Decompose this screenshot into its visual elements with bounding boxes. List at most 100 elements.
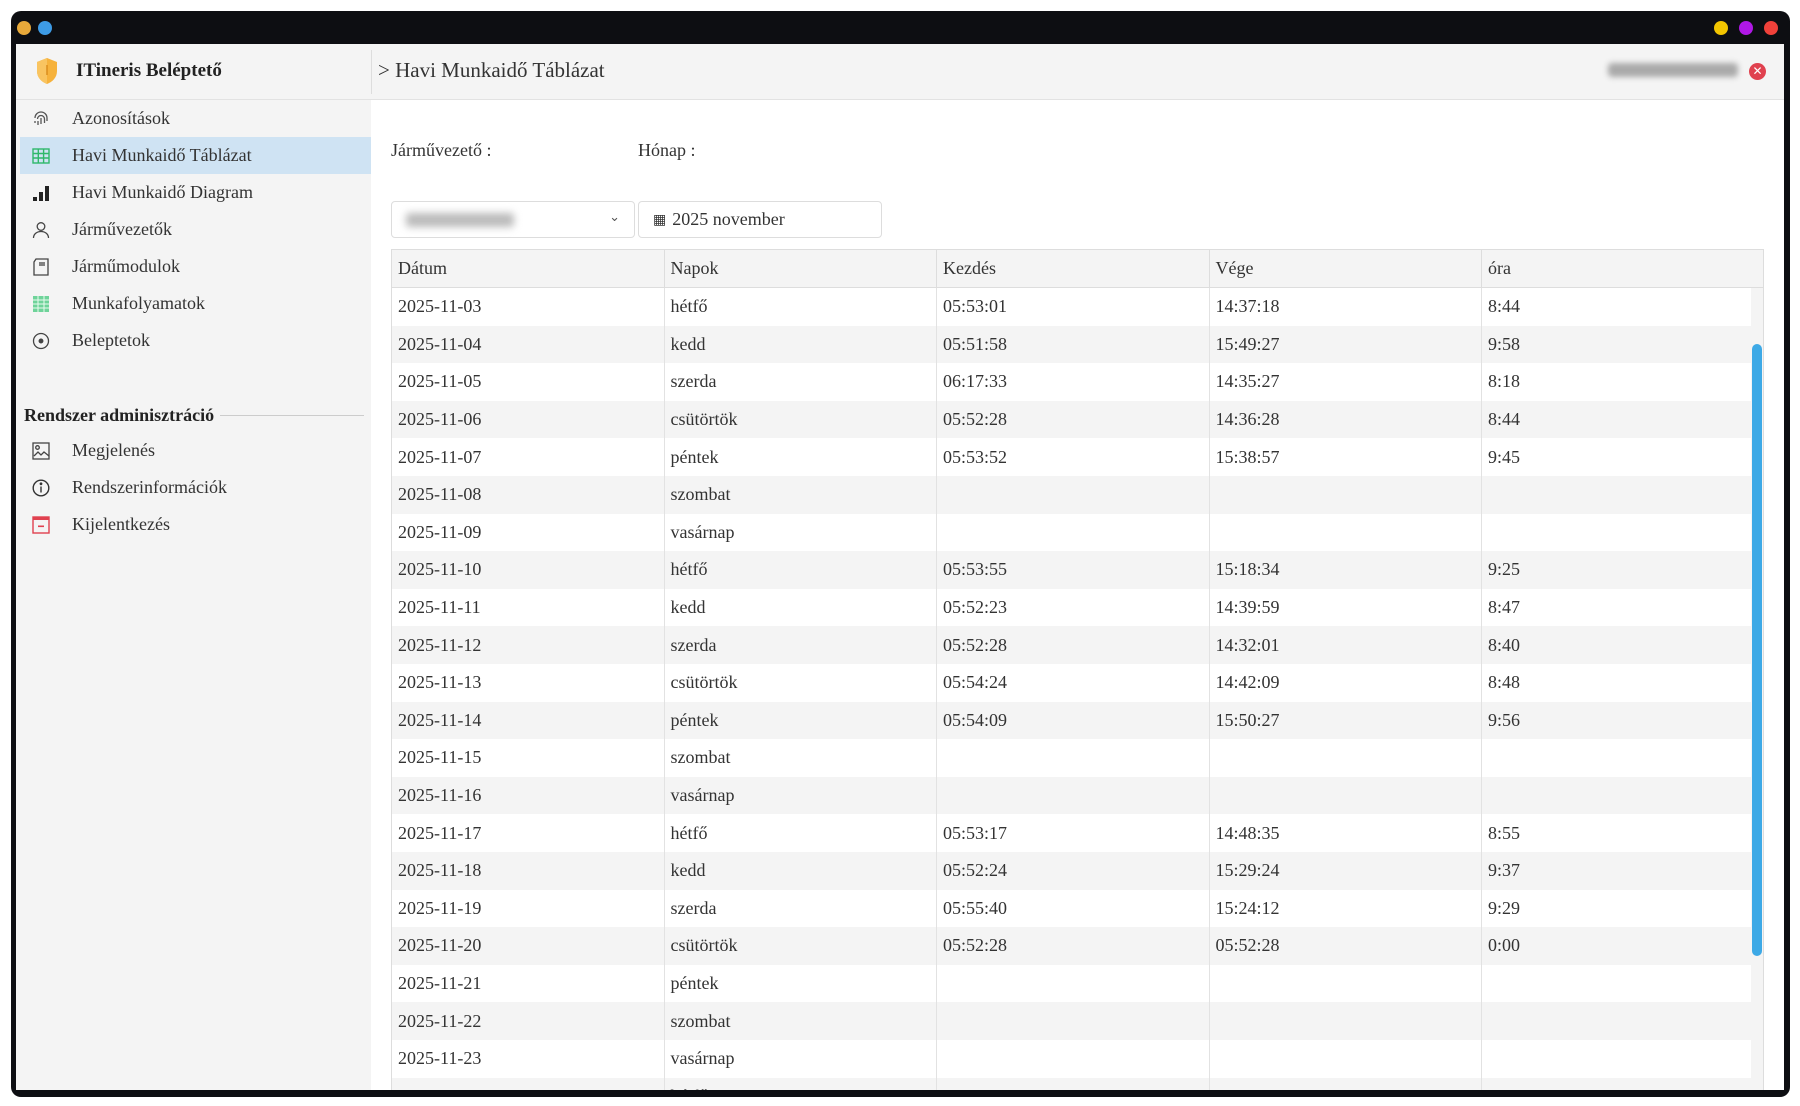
cell-vege: 15:38:57 [1210,438,1482,476]
sidebar-item-label: Megjelenés [72,440,155,460]
column-header-napok[interactable]: Napok [665,250,937,287]
cell-vege: 05:52:28 [1210,927,1482,965]
table-row[interactable]: 2025-11-17 hétfő 05:53:17 14:48:35 8:55 [392,814,1752,852]
cell-napok: vasárnap [665,513,937,552]
cell-ora: 8:47 [1488,597,1521,618]
cell-vege [1210,1002,1482,1040]
sidebar-item-beleptetok[interactable]: Beleptetok [20,322,371,359]
month-value: 2025 november [672,209,785,229]
table-row[interactable]: 2025-11-16 vasárnap [392,776,1752,815]
month-label: Hónap : [638,140,696,160]
cell-datum: 2025-11-08 [392,476,665,514]
scrollbar-thumb[interactable] [1752,344,1762,956]
sidebar-item-azonositasok[interactable]: Azonosítások [20,100,371,137]
cell-kezdes: 05:53:01 [937,288,1210,326]
cell-datum: 2025-11-12 [392,626,665,664]
cell-datum: 2025-11-03 [392,288,665,326]
sidebar-item-rendszerinformaciok[interactable]: Rendszerinformációk [20,469,371,506]
title-bar [11,11,1790,44]
cell-vege: 14:39:59 [1210,588,1482,627]
cell-ora: 9:37 [1488,860,1521,881]
table-row[interactable]: 2025-11-03 hétfő 05:53:01 14:37:18 8:44 [392,288,1752,326]
table-row[interactable]: 2025-11-11 kedd 05:52:23 14:39:59 8:47 [392,588,1752,627]
cell-datum: 2025-11-11 [392,588,665,627]
fingerprint-icon [30,110,52,128]
sidebar-item-label: Rendszerinformációk [72,477,227,497]
table-row[interactable]: 2025-11-13 csütörtök 05:54:24 14:42:09 8:48 [392,664,1752,702]
app-title: ITineris Beléptető [76,60,222,81]
column-header-ora[interactable]: óra [1488,258,1511,278]
table-row[interactable]: 2025-11-07 péntek 05:53:52 15:38:57 9:45 [392,438,1752,476]
table-row[interactable]: 2025-11-09 vasárnap [392,513,1752,552]
column-header-vege[interactable]: Vége [1210,250,1482,287]
cell-ora [1482,514,1752,552]
table-row[interactable]: 2025-11-12 szerda 05:52:28 14:32:01 8:40 [392,626,1752,664]
cell-kezdes [937,1002,1210,1040]
chevron-down-icon: ⌄ [609,210,620,225]
cell-datum: 2025-11-14 [392,701,665,740]
month-picker[interactable]: ▦ 2025 november [638,201,882,238]
column-header-datum[interactable]: Dátum [392,250,665,287]
cell-datum: 2025-11-22 [392,1002,665,1040]
cell-vege: 15:49:27 [1210,325,1482,364]
cell-datum: 2025-11-07 [392,438,665,476]
table-row[interactable]: 2025-11-14 péntek 05:54:09 15:50:27 9:56 [392,701,1752,740]
cell-vege [1210,776,1482,815]
cell-ora [1482,965,1752,1003]
table-row[interactable]: 2025-11-08 szombat [392,476,1752,514]
table-row[interactable]: 2025-11-19 szerda 05:55:40 15:24:12 9:29 [392,889,1752,928]
table-row[interactable]: 2025-11-18 kedd 05:52:24 15:29:24 9:37 [392,852,1752,890]
table-row[interactable]: 2025-11-06 csütörtök 05:52:28 14:36:28 8:44 [392,400,1752,439]
cell-vege [1210,513,1482,552]
table-row[interactable]: 2025-11-22 szombat [392,1002,1752,1040]
cell-ora: 0:00 [1488,935,1521,956]
cell-ora: 8:44 [1488,296,1521,317]
sidebar-item-havi-munkaido-diagram[interactable]: Havi Munkaidő Diagram [20,174,371,211]
cell-datum: 2025-11-10 [392,551,665,589]
cell-vege [1210,964,1482,1003]
cell-napok: hétfő [665,1077,937,1090]
sidebar-item-jarmuvezetok[interactable]: Járművezetők [20,211,371,248]
cell-napok: csütörtök [665,927,937,965]
table-row[interactable]: 2025-11-10 hétfő 05:53:55 15:18:34 9:25 [392,551,1752,589]
cell-napok: vasárnap [665,776,937,815]
table-row[interactable]: 2025-11-20 csütörtök 05:52:28 05:52:28 0:00 [392,927,1752,965]
image-icon [30,441,52,460]
cell-ora: 9:45 [1488,446,1521,467]
breadcrumb: > Havi Munkaidő Táblázat [378,58,605,82]
sidebar-item-jarmumodulok[interactable]: Járműmodulok [20,248,371,285]
sidebar-item-munkafolyamatok[interactable]: Munkafolyamatok [20,285,371,322]
sidebar-item-label: Havi Munkaidő Táblázat [72,145,252,165]
sidebar-item-label: Munkafolyamatok [72,293,205,313]
sidebar-item-kijelentkezes[interactable]: Kijelentkezés [20,506,371,543]
cell-datum: 2025-11-24 [392,1077,665,1090]
table-row[interactable]: 2025-11-21 péntek [392,964,1752,1003]
minimize-button[interactable] [1714,21,1728,35]
cell-napok: szombat [665,739,937,777]
close-window-button[interactable] [1764,21,1778,35]
cell-kezdes [937,776,1210,815]
cell-vege: 15:24:12 [1210,889,1482,928]
user-icon [30,221,52,239]
table-row[interactable]: 2025-11-15 szombat [392,739,1752,777]
table-row[interactable]: 2025-11-04 kedd 05:51:58 15:49:27 9:58 [392,325,1752,364]
sidebar-item-megjelenes[interactable]: Megjelenés [20,432,371,469]
maximize-button[interactable] [1739,21,1753,35]
cell-kezdes: 05:53:17 [937,814,1210,852]
cell-napok: csütörtök [665,664,937,702]
table-row[interactable]: 2025-11-24hétfő [392,1077,1752,1090]
cell-kezdes [937,513,1210,552]
table-row[interactable]: 2025-11-05 szerda 06:17:33 14:35:27 8:18 [392,363,1752,401]
driver-select[interactable]: ⌄ [391,201,635,238]
logout-close-icon[interactable]: ✕ [1749,63,1766,80]
cell-kezdes: 05:55:40 [937,889,1210,928]
cell-ora: 8:55 [1488,822,1521,843]
table-row[interactable]: 2025-11-23 vasárnap [392,1040,1752,1078]
sidebar-item-havi-munkaido-tablazat[interactable]: Havi Munkaidő Táblázat [20,137,371,174]
shield-logo-icon [36,57,58,90]
app-icon [17,21,31,35]
cell-vege: 15:18:34 [1210,551,1482,589]
cell-vege: 14:37:18 [1210,288,1482,326]
cell-datum: 2025-11-13 [392,664,665,702]
column-header-kezdes[interactable]: Kezdés [937,250,1210,287]
